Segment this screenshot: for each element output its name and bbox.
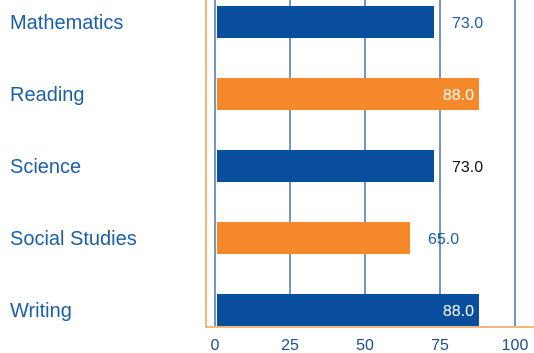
value-label: 88.0 xyxy=(443,303,474,320)
x-tick-label: 25 xyxy=(281,337,299,353)
x-tick-label: 0 xyxy=(211,337,220,353)
plot-frame xyxy=(205,0,534,328)
value-label: 73.0 xyxy=(452,15,483,32)
x-tick-label: 50 xyxy=(356,337,374,353)
x-tick-label: 100 xyxy=(502,337,529,353)
category-label: Mathematics xyxy=(10,12,123,34)
x-tick-label: 75 xyxy=(431,337,449,353)
value-label: 73.0 xyxy=(452,159,483,176)
category-label: Reading xyxy=(10,84,85,106)
category-label: Science xyxy=(10,156,81,178)
category-label: Writing xyxy=(10,300,72,322)
bar-reading xyxy=(217,78,479,110)
value-label: 88.0 xyxy=(443,87,474,104)
category-label: Social Studies xyxy=(10,228,137,250)
bar-mathematics xyxy=(217,6,434,38)
value-label: 65.0 xyxy=(428,231,459,248)
bar-writing xyxy=(217,294,479,326)
bar-science xyxy=(217,150,434,182)
bar-social-studies xyxy=(217,222,410,254)
